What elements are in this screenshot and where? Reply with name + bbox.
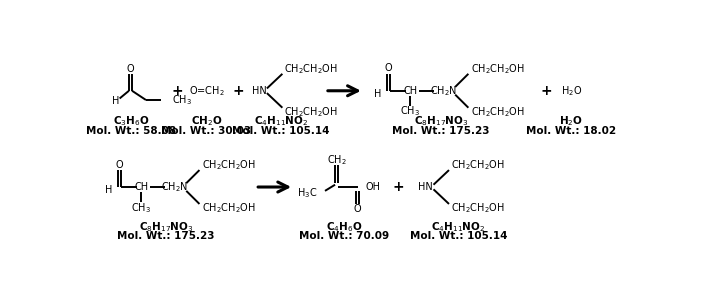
Text: C$_3$H$_6$O: C$_3$H$_6$O	[113, 115, 150, 128]
Text: CH$_2$O: CH$_2$O	[191, 115, 222, 128]
Text: Mol. Wt.: 18.02: Mol. Wt.: 18.02	[526, 126, 617, 136]
Text: CH$_2$CH$_2$OH: CH$_2$CH$_2$OH	[471, 105, 525, 119]
Text: H: H	[112, 96, 119, 106]
Text: CH$_3$: CH$_3$	[172, 93, 191, 107]
Text: CH$_2$CH$_2$OH: CH$_2$CH$_2$OH	[450, 202, 504, 215]
Text: CH$_2$CH$_2$OH: CH$_2$CH$_2$OH	[284, 105, 337, 119]
Text: +: +	[393, 180, 404, 194]
Text: +: +	[540, 84, 552, 98]
Text: OH: OH	[365, 182, 380, 192]
Text: O: O	[116, 160, 123, 170]
Text: Mol. Wt.: 175.23: Mol. Wt.: 175.23	[118, 231, 215, 241]
Text: CH$_2$N: CH$_2$N	[430, 84, 457, 98]
Text: CH$_3$: CH$_3$	[131, 201, 151, 215]
Text: +: +	[233, 84, 244, 98]
Text: Mol. Wt.: 70.09: Mol. Wt.: 70.09	[299, 231, 389, 241]
Text: CH$_2$CH$_2$OH: CH$_2$CH$_2$OH	[471, 62, 525, 76]
Text: CH$_2$CH$_2$OH: CH$_2$CH$_2$OH	[450, 159, 504, 172]
Text: Mol. Wt.: 105.14: Mol. Wt.: 105.14	[232, 126, 330, 136]
Text: H$_2$O: H$_2$O	[559, 115, 584, 128]
Text: O: O	[385, 63, 392, 73]
Text: CH: CH	[134, 182, 148, 192]
Text: H: H	[105, 185, 113, 195]
Text: HN: HN	[418, 182, 433, 192]
Text: CH$_2$CH$_2$OH: CH$_2$CH$_2$OH	[202, 159, 256, 172]
Text: CH$_2$CH$_2$OH: CH$_2$CH$_2$OH	[202, 202, 256, 215]
Text: CH$_2$N: CH$_2$N	[161, 180, 189, 194]
Text: H$_2$O: H$_2$O	[561, 84, 582, 98]
Text: Mol. Wt.: 175.23: Mol. Wt.: 175.23	[393, 126, 490, 136]
Text: C$_4$H$_6$O: C$_4$H$_6$O	[326, 220, 363, 234]
Text: CH$_2$: CH$_2$	[327, 153, 347, 167]
Text: C$_8$H$_{17}$NO$_3$: C$_8$H$_{17}$NO$_3$	[139, 220, 194, 234]
Text: Mol. Wt.: 58.08: Mol. Wt.: 58.08	[86, 126, 177, 136]
Text: HN: HN	[252, 86, 267, 96]
Text: Mol. Wt.: 30.03: Mol. Wt.: 30.03	[162, 126, 252, 136]
Text: H$_3$C: H$_3$C	[297, 186, 317, 200]
Text: C$_4$H$_{11}$NO$_2$: C$_4$H$_{11}$NO$_2$	[254, 115, 308, 128]
Text: CH$_2$CH$_2$OH: CH$_2$CH$_2$OH	[284, 62, 337, 76]
Text: Mol. Wt.: 105.14: Mol. Wt.: 105.14	[410, 231, 507, 241]
Text: O: O	[354, 204, 362, 214]
Text: CH$_3$: CH$_3$	[401, 105, 420, 118]
Text: CH: CH	[403, 86, 418, 96]
Text: O: O	[127, 64, 134, 74]
Text: O=CH$_2$: O=CH$_2$	[189, 84, 224, 98]
Text: H: H	[374, 89, 381, 99]
Text: C$_4$H$_{11}$NO$_2$: C$_4$H$_{11}$NO$_2$	[431, 220, 486, 234]
Text: C$_8$H$_{17}$NO$_3$: C$_8$H$_{17}$NO$_3$	[414, 115, 469, 128]
Text: +: +	[172, 84, 184, 98]
